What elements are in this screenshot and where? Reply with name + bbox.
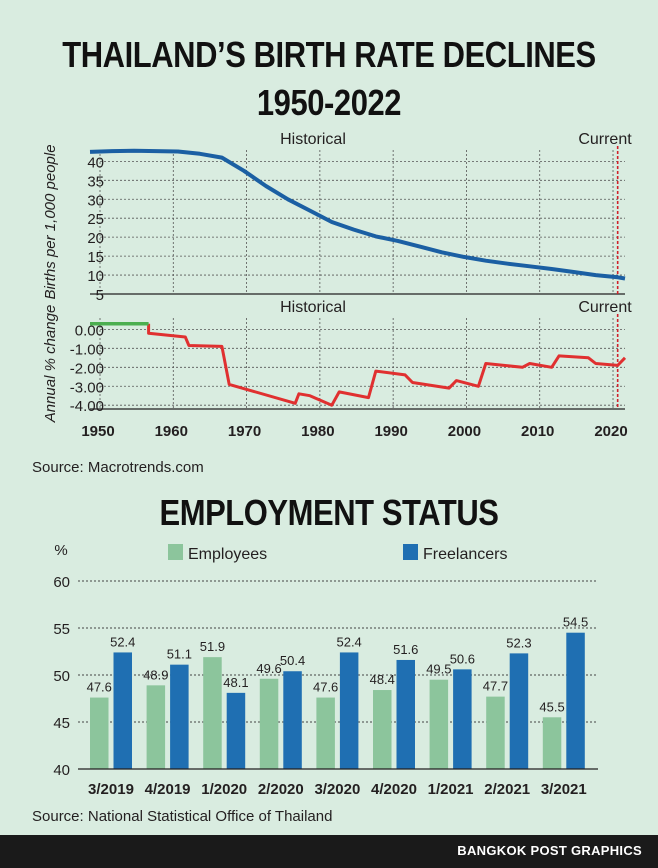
x-tick-label: 2020	[594, 423, 627, 440]
bar-freelancers	[509, 653, 529, 769]
bar-yunit-label: %	[54, 542, 67, 559]
bar-category-label: 2/2021	[484, 781, 530, 798]
bar-value-label: 50.6	[450, 651, 475, 666]
bar-value-label: 51.9	[200, 639, 225, 654]
x-tick-label: 1960	[155, 423, 188, 440]
bar-category-label: 3/2020	[314, 781, 360, 798]
chart-title-line1: THAILAND’S BIRTH RATE DECLINES	[62, 34, 596, 75]
bar-ytick-label: 45	[53, 715, 70, 732]
bar-value-label: 47.7	[483, 679, 508, 694]
bar-freelancers	[339, 652, 359, 769]
birth-panel-ytick-label: 30	[87, 192, 104, 209]
change-panel-ylabel: Annual % change	[42, 305, 59, 424]
legend-label-freelancers: Freelancers	[423, 546, 507, 563]
bar-employees	[373, 690, 392, 769]
change-panel-ytick-label: 0.00	[75, 322, 104, 339]
bar-freelancers	[453, 669, 472, 769]
change-panel-current-label: Current	[578, 299, 632, 316]
bar-ytick-label: 55	[53, 621, 70, 638]
birth-rate-line	[89, 148, 626, 281]
birth-panel-ytick-label: 25	[87, 211, 104, 228]
employment-title: EMPLOYMENT STATUS	[159, 492, 499, 533]
annual-change-line	[147, 323, 627, 407]
x-tick-label: 1950	[81, 423, 114, 440]
bar-freelancers	[283, 671, 302, 769]
birth-panel-ytick-label: 15	[87, 249, 104, 266]
bar-employees	[486, 696, 505, 769]
bar-value-label: 52.3	[506, 635, 531, 650]
x-tick-label: 2000	[448, 423, 481, 440]
bar-ytick-label: 50	[53, 668, 70, 685]
birth-panel-ytick-label: 10	[87, 268, 104, 285]
change-panel-ytick-label: -4.00	[70, 398, 104, 415]
source-macrotrends: Source: Macrotrends.com	[32, 459, 204, 476]
birth-panel-ytick-label: 35	[87, 173, 104, 190]
bar-value-label: 49.5	[426, 662, 451, 677]
x-tick-label: 1980	[301, 423, 334, 440]
bar-category-label: 4/2020	[371, 781, 417, 798]
birth-panel-ylabel: Births per 1,000 people	[42, 144, 59, 299]
bar-value-label: 51.1	[167, 647, 192, 662]
bar-employees	[90, 697, 109, 769]
bar-value-label: 47.6	[313, 680, 338, 695]
bar-value-label: 49.6	[256, 661, 281, 676]
birth-panel-ytick-label: 40	[87, 154, 104, 171]
bar-employees	[429, 679, 449, 769]
footer-credit: BANGKOK POST GRAPHICS	[457, 843, 642, 858]
bar-employees	[146, 685, 166, 769]
legend-swatch-freelancers	[403, 544, 418, 560]
change-panel-ytick-label: -1.00	[70, 341, 104, 358]
bar-category-label: 3/2019	[88, 781, 134, 798]
bar-freelancers	[113, 652, 132, 769]
employment-bar-chart: 40 45 50 55 60% Employees Freelancers 47.6 52.4 3…	[53, 542, 598, 798]
birth-panel-current-label: Current	[578, 131, 632, 148]
change-panel-ytick-label: -2.00	[70, 360, 104, 377]
bar-value-label: 51.6	[393, 642, 418, 657]
bar-category-label: 3/2021	[541, 781, 587, 798]
bar-value-label: 54.5	[563, 615, 588, 630]
birth-rate-charts: 5 10 15 20 25 30 35 40 Historical Current Births p…	[42, 131, 632, 440]
bar-employees	[316, 697, 335, 769]
bar-freelancers	[396, 659, 415, 769]
bar-value-label: 47.6	[87, 680, 112, 695]
bar-category-label: 1/2020	[201, 781, 247, 798]
bar-value-label: 48.9	[143, 667, 168, 682]
bar-employees	[542, 717, 562, 769]
bar-freelancers	[170, 664, 189, 769]
bar-employees	[203, 657, 222, 769]
change-panel-historical-label: Historical	[280, 299, 346, 316]
bar-ytick-label: 60	[53, 574, 70, 591]
x-tick-label: 1990	[374, 423, 407, 440]
legend-label-employees: Employees	[188, 546, 267, 563]
bar-value-label: 48.4	[370, 672, 395, 687]
x-tick-label: 2010	[521, 423, 554, 440]
bar-value-label: 48.1	[223, 675, 248, 690]
bar-category-label: 1/2021	[428, 781, 474, 798]
footer-bar: BANGKOK POST GRAPHICS	[0, 835, 658, 868]
bar-freelancers	[566, 632, 585, 769]
birth-panel-historical-label: Historical	[280, 131, 346, 148]
x-tick-label: 1970	[228, 423, 261, 440]
legend-swatch-employees	[168, 544, 183, 560]
change-panel-ytick-label: -3.00	[70, 379, 104, 396]
bar-value-label: 52.4	[336, 634, 361, 649]
chart-title-line2: 1950-2022	[256, 82, 402, 123]
bar-employees	[259, 678, 279, 769]
source-nso: Source: National Statistical Office of T…	[32, 808, 333, 825]
bar-freelancers	[226, 692, 246, 769]
birth-panel-ytick-label: 20	[87, 230, 104, 247]
bar-category-label: 2/2020	[258, 781, 304, 798]
bar-value-label: 52.4	[110, 634, 135, 649]
birth-panel-ytick-label: 5	[96, 287, 104, 304]
bar-ytick-label: 40	[53, 762, 70, 779]
bar-category-label: 4/2019	[145, 781, 191, 798]
bar-value-label: 45.5	[539, 699, 564, 714]
bar-value-label: 50.4	[280, 653, 305, 668]
